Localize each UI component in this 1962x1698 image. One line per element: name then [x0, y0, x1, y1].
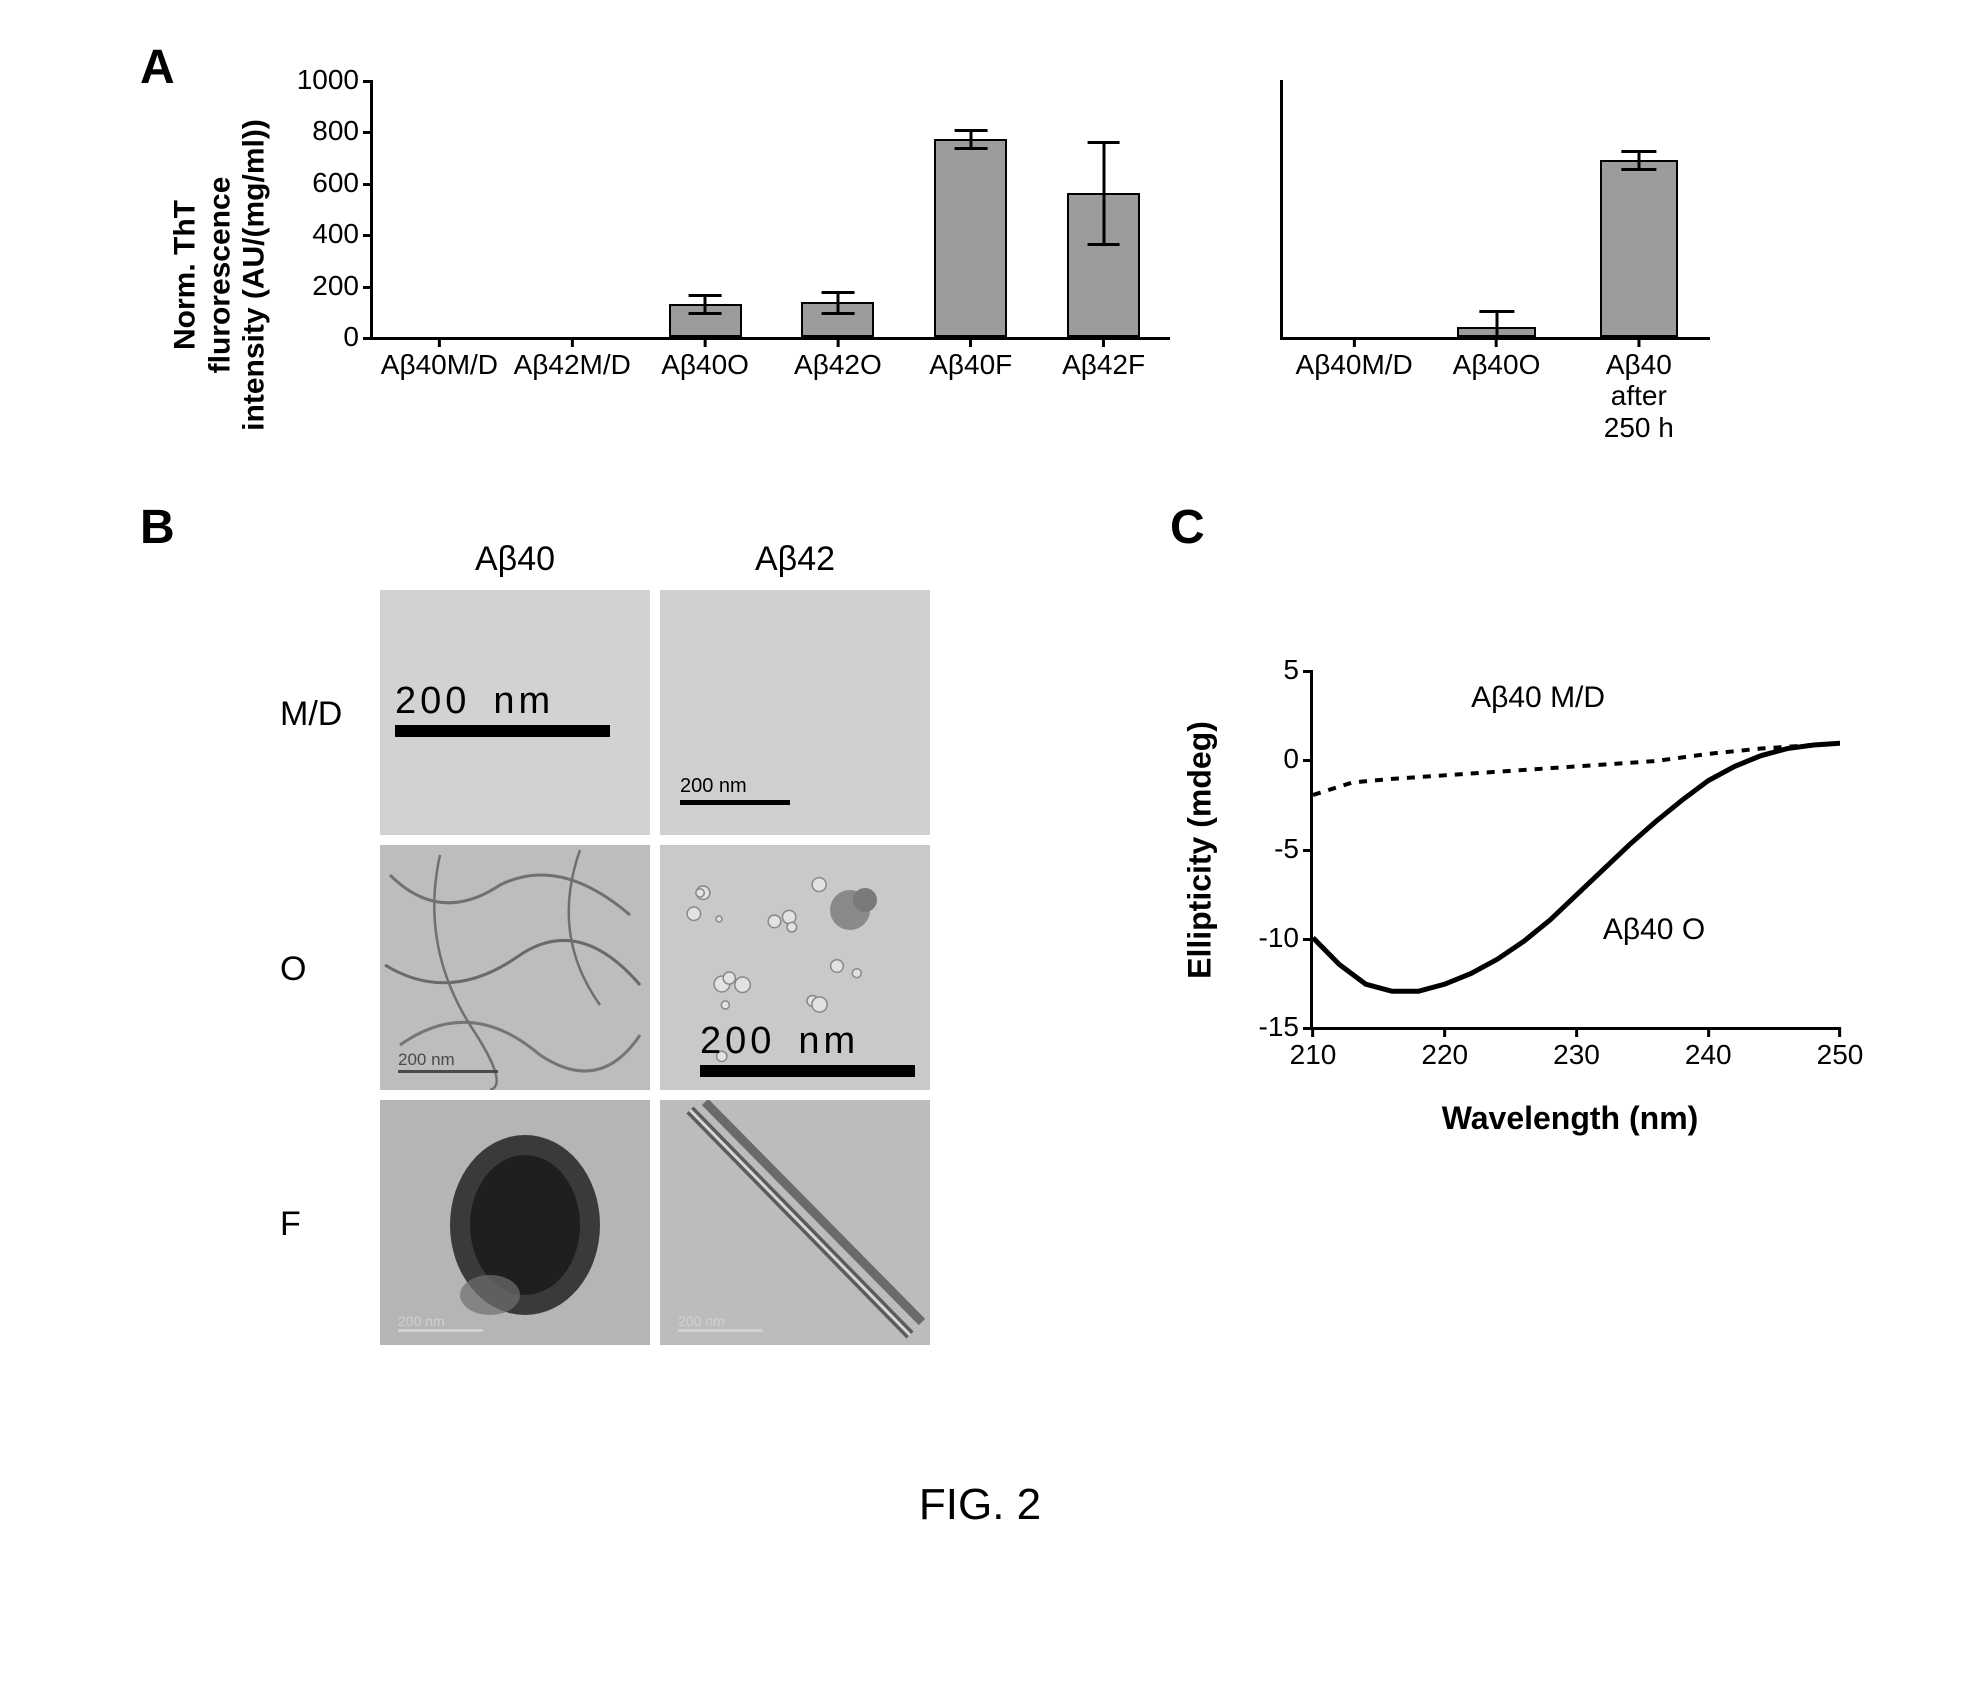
tem-row-label: M/D — [280, 695, 342, 734]
x-tick-label: 220 — [1421, 1027, 1468, 1071]
figure-2: A B C Norm. ThTflurorescenceintensity (A… — [40, 40, 1920, 1640]
y-tick-label: 5 — [1283, 654, 1313, 686]
y-tick-label: 800 — [312, 115, 373, 147]
y-tick-label: 400 — [312, 218, 373, 250]
panel-a-bar-charts: Norm. ThTflurorescenceintensity (AU/(mg/… — [270, 60, 1890, 490]
x-tick-label: Aβ42M/D — [514, 337, 631, 380]
y-tick-label: 600 — [312, 167, 373, 199]
x-tick-label: Aβ40O — [1453, 337, 1541, 380]
tem-micrograph: 200 nm — [380, 845, 650, 1090]
x-tick-label: Aβ40M/D — [381, 337, 498, 380]
x-tick-label: Aβ40F — [929, 337, 1012, 380]
panel-b-label: B — [140, 500, 175, 555]
scale-bar: 200 nm — [680, 775, 790, 805]
tem-row-label: O — [280, 950, 306, 989]
cd-curves — [1313, 670, 1840, 1027]
y-tick-label: -5 — [1274, 833, 1313, 865]
tem-micrograph: 200 nm — [660, 845, 930, 1090]
bar-chart-a1: 0 200 400 600 800 1000 Aβ40M/D Aβ42M/D Aβ40O Aβ42… — [270, 60, 1180, 490]
y-tick-label: 200 — [312, 270, 373, 302]
panel-a-label: A — [140, 40, 175, 95]
bar-chart-a2: Aβ40M/D Aβ40O Aβ40after250 h — [1250, 60, 1770, 490]
panel-c-y-axis-label: Ellipticity (mdeg) — [1182, 721, 1219, 979]
bar — [1600, 160, 1678, 337]
figure-caption: FIG. 2 — [919, 1480, 1041, 1530]
panel-a-y-axis-label: Norm. ThTflurorescenceintensity (AU/(mg/… — [168, 119, 272, 431]
panel-c-plot-area: -15-10-505210220230240250Aβ40 M/DAβ40 O — [1310, 670, 1840, 1030]
tem-micrograph: 200 nm — [380, 590, 650, 835]
tem-micrograph: 200 nm — [660, 590, 930, 835]
x-tick-label: Aβ40O — [661, 337, 749, 380]
scale-bar: 200 nm — [678, 1313, 763, 1332]
panel-b-tem-images: Aβ40Aβ42M/DOF200 nm 200 nm 200 nm 200 nm… — [280, 550, 1080, 1380]
tem-column-header: Aβ42 — [755, 540, 835, 579]
tem-micrograph: 200 nm — [660, 1100, 930, 1345]
tem-column-header: Aβ40 — [475, 540, 555, 579]
x-tick-label: Aβ42O — [794, 337, 882, 380]
tem-micrograph: 200 nm — [380, 1100, 650, 1345]
x-tick-label: Aβ40after250 h — [1604, 337, 1674, 443]
x-tick-label: 210 — [1290, 1027, 1337, 1071]
x-tick-label: 240 — [1685, 1027, 1732, 1071]
x-tick-label: Aβ40M/D — [1296, 337, 1413, 380]
x-tick-label: 250 — [1817, 1027, 1864, 1071]
panel-c-cd-spectrum: Ellipticity (mdeg) Wavelength (nm) -15-1… — [1170, 650, 1870, 1210]
y-tick-label: 0 — [1283, 743, 1313, 775]
scale-bar: 200 nm — [398, 1313, 483, 1332]
scale-bar: 200 nm — [700, 1020, 915, 1077]
panel-c-label: C — [1170, 500, 1205, 555]
tem-row-label: F — [280, 1205, 301, 1244]
scale-bar: 200 nm — [398, 1050, 498, 1073]
bar — [934, 139, 1007, 337]
y-tick-label: 0 — [343, 321, 373, 353]
scale-bar: 200 nm — [395, 680, 610, 737]
panel-c-x-axis-label: Wavelength (nm) — [1442, 1100, 1699, 1137]
x-tick-label: Aβ42F — [1062, 337, 1145, 380]
y-tick-label: -10 — [1259, 922, 1313, 954]
x-tick-label: 230 — [1553, 1027, 1600, 1071]
y-tick-label: 1000 — [297, 64, 373, 96]
